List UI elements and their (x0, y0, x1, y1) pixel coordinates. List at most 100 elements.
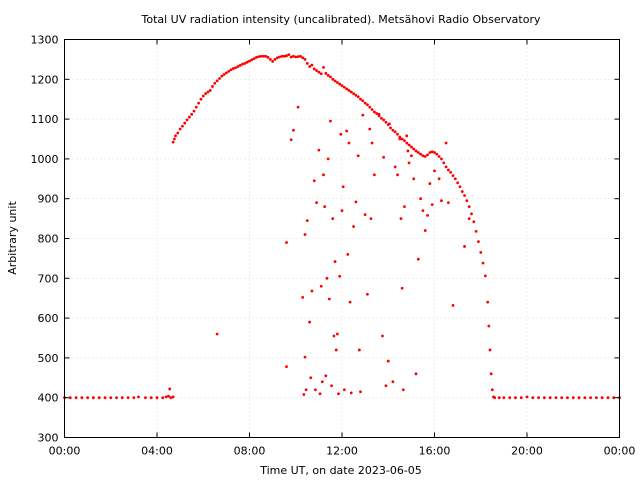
data-point (287, 53, 291, 57)
data-point (268, 58, 272, 61)
data-point (305, 219, 309, 222)
data-point (289, 138, 293, 142)
data-point (296, 105, 300, 109)
data-point (315, 69, 318, 72)
data-point (428, 151, 432, 154)
data-point (190, 112, 194, 116)
data-point (169, 396, 173, 400)
data-point (275, 56, 279, 60)
data-point (155, 396, 159, 400)
data-point (354, 93, 358, 97)
data-point (271, 59, 275, 63)
data-points (63, 53, 621, 400)
y-tick-label: 1000 (31, 153, 59, 166)
data-point (312, 67, 316, 71)
data-point (308, 65, 312, 68)
data-point (405, 134, 409, 138)
data-point (400, 137, 404, 141)
data-point (348, 300, 352, 304)
data-point (86, 396, 90, 400)
data-point (430, 150, 434, 154)
data-point (444, 165, 448, 169)
data-point (224, 71, 228, 75)
data-point (248, 59, 251, 63)
data-point (310, 63, 314, 67)
data-point (389, 126, 392, 130)
data-point (329, 119, 332, 123)
data-point (338, 274, 342, 278)
data-point (208, 89, 212, 92)
data-point (519, 396, 523, 400)
data-point (345, 129, 349, 133)
data-point (120, 396, 124, 400)
y-tick-label: 800 (38, 233, 59, 246)
data-point (345, 87, 349, 91)
data-point (474, 229, 478, 233)
data-point (259, 54, 263, 58)
data-point (406, 149, 410, 153)
data-point (470, 212, 473, 216)
data-point (115, 396, 118, 400)
data-point (330, 384, 333, 388)
data-point (285, 54, 288, 58)
data-point (352, 92, 355, 96)
data-point (398, 137, 402, 141)
data-point (388, 122, 391, 126)
data-point (326, 73, 330, 77)
data-point (144, 396, 147, 400)
data-point (356, 95, 360, 99)
data-point (236, 65, 240, 68)
data-point (430, 203, 434, 207)
data-point (465, 199, 469, 203)
data-point (314, 388, 317, 392)
data-point (444, 141, 448, 145)
data-point (312, 179, 316, 183)
data-point (176, 131, 180, 135)
data-point (326, 157, 330, 161)
data-point (227, 69, 231, 73)
data-point (370, 141, 374, 145)
y-tick-label: 600 (38, 312, 59, 325)
data-point (185, 118, 189, 122)
data-point (548, 396, 552, 400)
data-point (428, 182, 432, 185)
data-point (391, 128, 395, 132)
y-tick-label: 400 (38, 392, 59, 405)
y-tick-label: 1100 (31, 113, 59, 126)
data-point (335, 81, 339, 84)
data-point (531, 396, 535, 400)
data-point (296, 55, 300, 59)
data-point (303, 233, 307, 236)
data-point (315, 201, 318, 205)
data-point (201, 94, 205, 98)
data-point (238, 63, 242, 67)
data-point (363, 101, 367, 105)
data-point (211, 85, 214, 88)
data-point (342, 388, 346, 392)
data-point (304, 388, 308, 392)
data-point (577, 396, 581, 400)
data-point (340, 209, 344, 213)
data-point (440, 199, 443, 203)
data-point (366, 292, 369, 296)
data-point (489, 372, 493, 376)
data-point (487, 324, 491, 328)
data-point (334, 348, 338, 352)
data-point (137, 395, 140, 399)
data-point (261, 54, 265, 58)
data-point (213, 81, 217, 85)
data-point (149, 396, 153, 400)
data-point (161, 396, 165, 400)
y-tick-label: 300 (38, 432, 59, 445)
data-point (361, 99, 365, 103)
data-point (250, 58, 254, 62)
data-point (234, 66, 238, 70)
data-point (490, 388, 494, 392)
plot-frame (64, 39, 620, 438)
data-point (305, 61, 309, 65)
data-point (266, 56, 270, 59)
data-point (421, 154, 425, 158)
grid-lines (64, 39, 620, 438)
data-point (493, 396, 497, 400)
data-point (407, 143, 411, 147)
